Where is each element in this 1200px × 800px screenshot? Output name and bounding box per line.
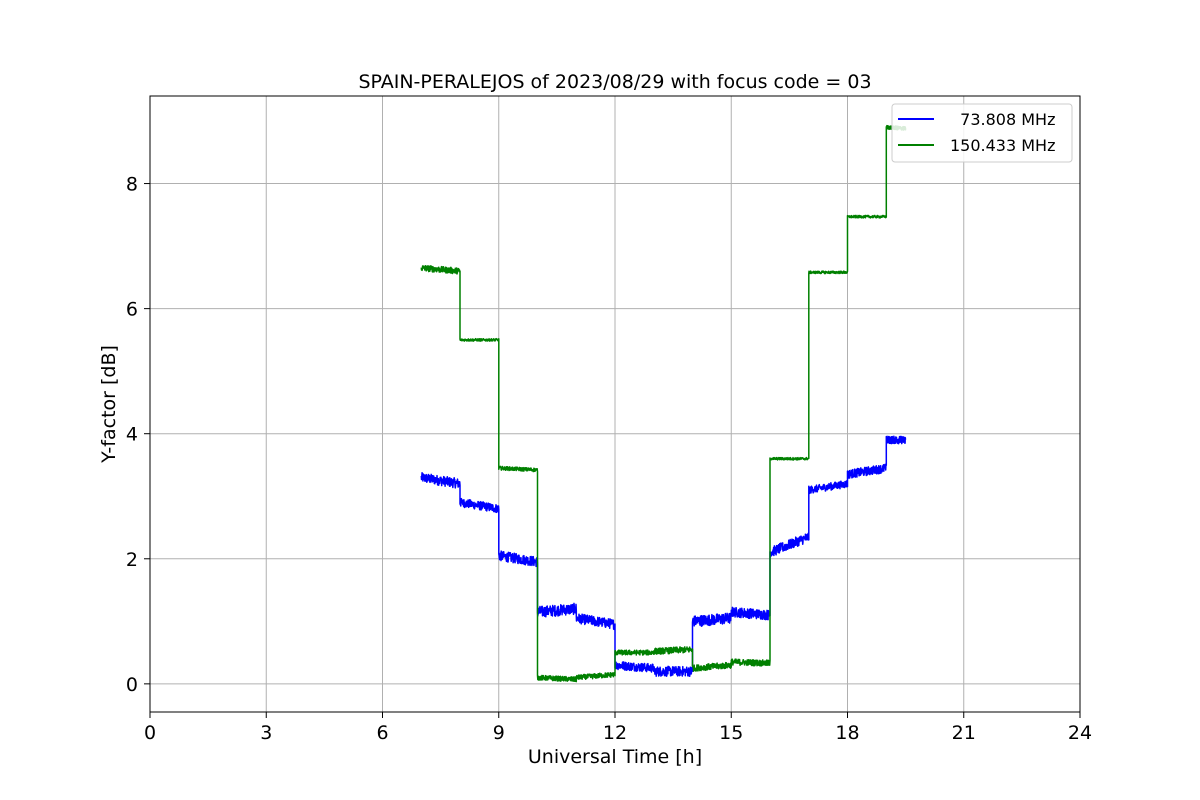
series-line-1 (420, 124, 907, 683)
x-tick-label: 24 (1068, 722, 1092, 744)
y-tick-label: 2 (126, 549, 138, 571)
y-tick-label: 4 (126, 424, 138, 446)
y-tick-label: 8 (126, 174, 138, 196)
legend: 73.808 MHz 150.433 MHz (891, 103, 1073, 163)
series-lines (420, 124, 907, 683)
series-line-0 (420, 435, 907, 678)
x-tick-label: 3 (260, 722, 272, 744)
x-tick-label: 0 (144, 722, 156, 744)
y-tick-label: 6 (126, 299, 138, 321)
y-tick-label: 0 (126, 674, 138, 696)
x-tick-label: 6 (376, 722, 388, 744)
chart-title: SPAIN-PERALEJOS of 2023/08/29 with focus… (358, 71, 871, 93)
x-tick-label: 21 (952, 722, 976, 744)
legend-label-73mhz: 73.808 MHz (950, 110, 1055, 129)
x-tick-label: 9 (493, 722, 505, 744)
x-axis-label: Universal Time [h] (528, 746, 702, 768)
legend-label-150mhz: 150.433 MHz (950, 136, 1055, 155)
x-tick-label: 12 (603, 722, 627, 744)
x-tick-label: 15 (719, 722, 743, 744)
legend-box (891, 103, 1073, 163)
y-axis-label: Y-factor [dB] (98, 345, 120, 464)
x-tick-label: 18 (835, 722, 859, 744)
